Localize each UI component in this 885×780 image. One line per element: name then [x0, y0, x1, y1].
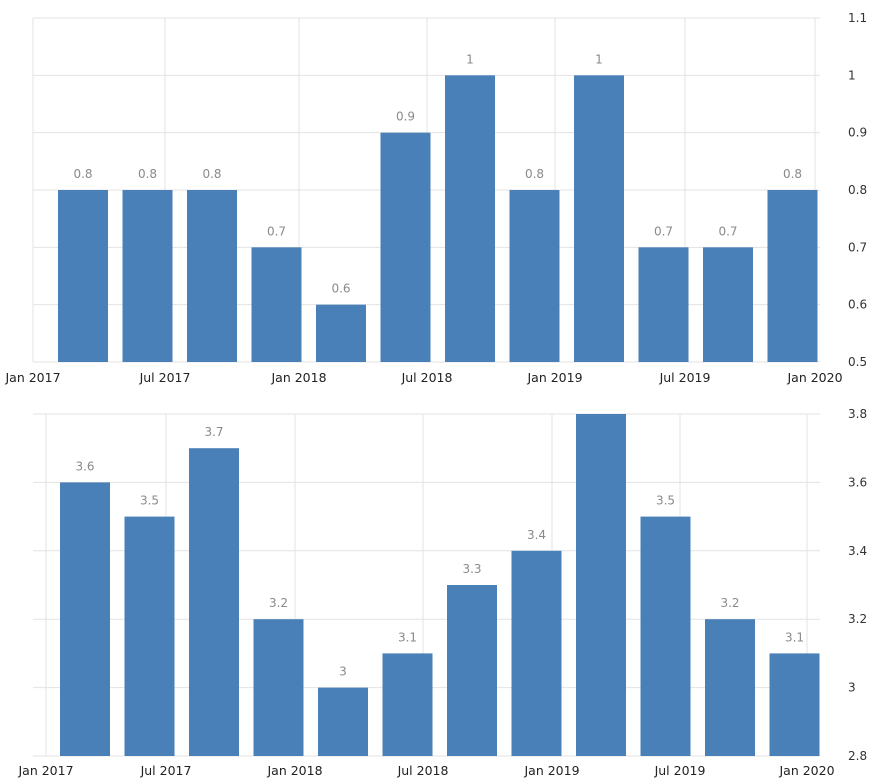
- x-tick-label: Jan 2019: [526, 370, 582, 385]
- y-tick-label: 1: [848, 68, 856, 82]
- bar: [60, 482, 110, 756]
- bar: [640, 516, 691, 756]
- bar: [316, 304, 366, 362]
- bar: [574, 75, 624, 362]
- bar: [445, 75, 495, 362]
- y-tick-label: 0.5: [848, 355, 867, 369]
- x-tick-label: Jan 2017: [4, 370, 60, 385]
- bar: [122, 190, 173, 362]
- data-label: 0.8: [783, 167, 802, 181]
- data-label: 1: [466, 52, 474, 66]
- x-tick-label: Jan 2018: [266, 763, 322, 778]
- y-tick-label: 2.8: [848, 749, 867, 763]
- y-tick-label: 0.8: [848, 183, 867, 197]
- data-label: 3.1: [785, 630, 804, 644]
- bar: [187, 190, 237, 362]
- data-label: 3.1: [398, 630, 417, 644]
- bar: [318, 687, 368, 756]
- data-label: 3.2: [720, 596, 739, 610]
- bar: [124, 516, 175, 756]
- data-label: 1: [595, 52, 603, 66]
- x-tick-label: Jul 2018: [397, 763, 449, 778]
- bar: [576, 414, 626, 756]
- bar: [769, 653, 820, 756]
- x-tick-label: Jul 2017: [139, 370, 191, 385]
- bar: [638, 247, 689, 362]
- y-tick-label: 3.6: [848, 475, 867, 489]
- data-label: 0.9: [396, 110, 415, 124]
- data-label: 3.7: [204, 425, 223, 439]
- data-label: 3.5: [140, 494, 159, 508]
- x-tick-label: Jan 2020: [786, 370, 842, 385]
- data-label: 0.7: [267, 224, 286, 238]
- y-tick-label: 0.6: [848, 298, 867, 312]
- x-tick-label: Jan 2018: [270, 370, 326, 385]
- bar: [447, 585, 497, 756]
- x-tick-label: Jul 2018: [401, 370, 453, 385]
- bar: [705, 619, 755, 756]
- data-label: 0.8: [525, 167, 544, 181]
- bar: [189, 448, 239, 756]
- data-label: 3.3: [462, 562, 481, 576]
- bar: [703, 247, 753, 362]
- y-tick-label: 0.9: [848, 126, 867, 140]
- data-label: 3.5: [656, 494, 675, 508]
- y-tick-label: 3.2: [848, 612, 867, 626]
- y-tick-label: 3.4: [848, 544, 867, 558]
- data-label: 0.8: [138, 167, 157, 181]
- data-label: 0.8: [202, 167, 221, 181]
- y-tick-label: 3: [848, 681, 856, 695]
- bar: [511, 550, 562, 756]
- bar: [509, 190, 560, 362]
- x-tick-label: Jan 2019: [523, 763, 579, 778]
- data-label: 3.2: [269, 596, 288, 610]
- data-label: 0.8: [73, 167, 92, 181]
- bar: [380, 132, 431, 362]
- y-tick-label: 1.1: [848, 11, 867, 25]
- data-label: 3.4: [527, 528, 546, 542]
- y-tick-label: 0.7: [848, 240, 867, 254]
- x-tick-label: Jul 2019: [654, 763, 706, 778]
- y-tick-label: 3.8: [848, 407, 867, 421]
- bar: [767, 190, 818, 362]
- data-label: 0.7: [718, 224, 737, 238]
- bar: [251, 247, 302, 362]
- data-label: 0.7: [654, 224, 673, 238]
- x-tick-label: Jul 2019: [659, 370, 711, 385]
- data-label: 3: [339, 665, 347, 679]
- data-label: 3.6: [75, 459, 94, 473]
- bar: [382, 653, 433, 756]
- data-label: 0.6: [331, 282, 350, 296]
- x-tick-label: Jan 2017: [17, 763, 73, 778]
- bar: [58, 190, 108, 362]
- x-tick-label: Jan 2020: [778, 763, 834, 778]
- bar: [253, 619, 304, 756]
- x-tick-label: Jul 2017: [140, 763, 192, 778]
